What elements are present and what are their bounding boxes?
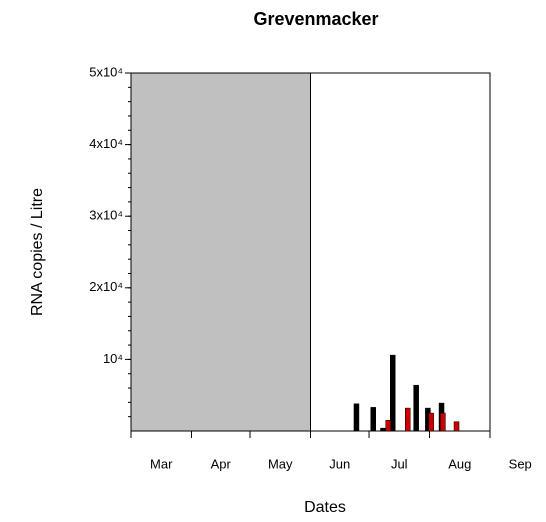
- shaded-region: [130, 72, 311, 432]
- y-tick-label: 3x10⁴: [89, 208, 123, 223]
- chart-title: Grevenmacker: [253, 9, 378, 29]
- y-tick-label: 4x10⁴: [89, 136, 123, 151]
- bar: [428, 412, 434, 432]
- x-tick-label: Apr: [211, 456, 232, 471]
- bar: [405, 407, 411, 432]
- bar: [390, 354, 396, 432]
- bar: [380, 427, 386, 432]
- bar: [440, 412, 446, 432]
- y-axis-label: RNA copies / Litre: [29, 188, 46, 316]
- x-tick-label: May: [268, 456, 293, 471]
- bar: [413, 384, 419, 432]
- x-axis-label: Dates: [304, 499, 346, 516]
- bar: [453, 421, 460, 432]
- x-tick-label: Jul: [391, 456, 408, 471]
- bar: [370, 407, 376, 432]
- x-tick-label: Mar: [150, 456, 173, 471]
- x-tick-label: Sep: [509, 456, 532, 471]
- bar: [385, 420, 391, 432]
- x-tick-label: Jun: [329, 456, 350, 471]
- x-tick-label: Aug: [448, 456, 471, 471]
- y-tick-label: 5x10⁴: [89, 64, 123, 79]
- y-tick-label: 10⁴: [103, 351, 123, 366]
- y-tick-label: 2x10⁴: [89, 279, 123, 294]
- bar: [353, 403, 360, 432]
